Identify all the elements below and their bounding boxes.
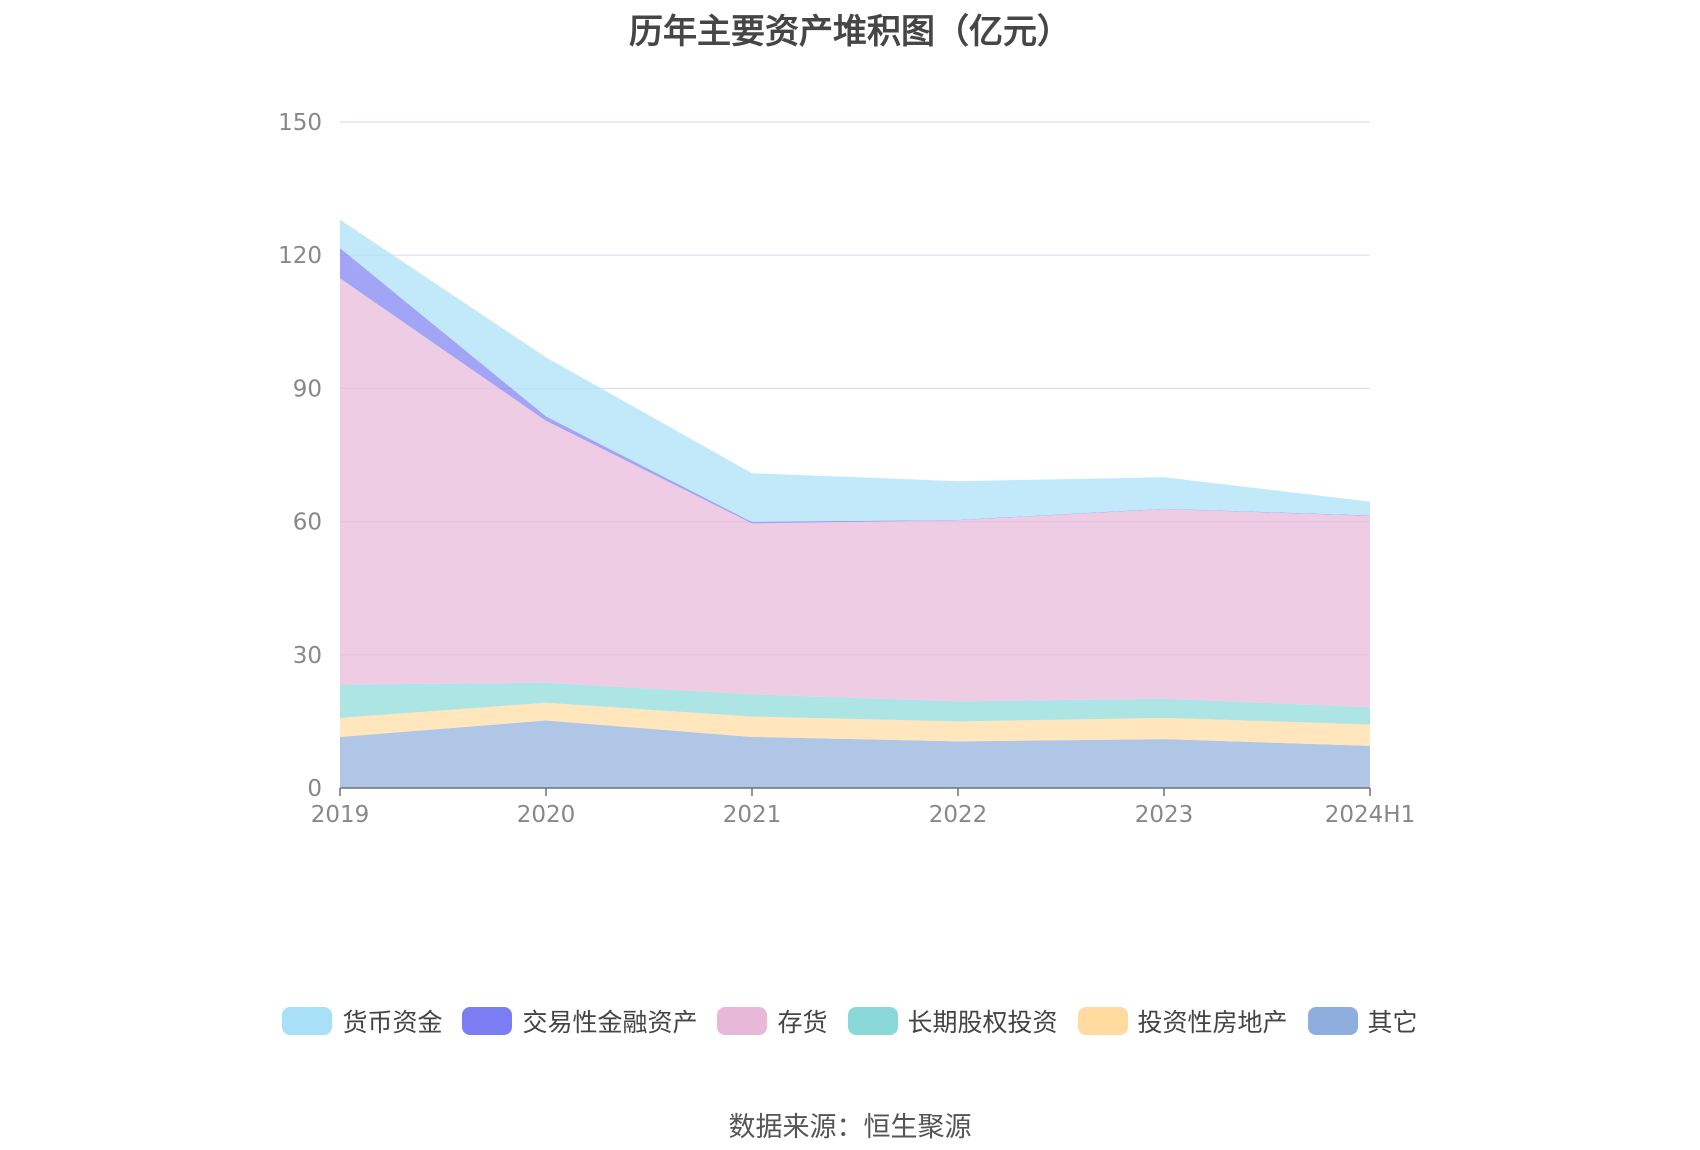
legend-label: 存货 xyxy=(777,1008,828,1037)
y-tick-label: 120 xyxy=(278,243,322,269)
x-tick-label: 2022 xyxy=(929,802,988,828)
x-tick-label: 2024H1 xyxy=(1325,802,1415,828)
y-tick-label: 0 xyxy=(307,776,322,802)
legend-swatch xyxy=(462,1007,513,1035)
legend-label: 交易性金融资产 xyxy=(522,1008,698,1037)
legend-label: 其它 xyxy=(1367,1008,1418,1037)
x-tick-label: 2021 xyxy=(723,802,782,828)
data-source: 数据来源：恒生聚源 xyxy=(728,1112,972,1143)
legend-label: 货币资金 xyxy=(342,1008,443,1037)
legend-item[interactable]: 投资性房地产 xyxy=(1077,1003,1288,1039)
y-tick-label: 90 xyxy=(293,376,322,402)
legend-label: 投资性房地产 xyxy=(1137,1008,1288,1037)
area-其它 xyxy=(340,720,1370,788)
legend-item[interactable]: 货币资金 xyxy=(282,1003,442,1039)
area-投资性房地产 xyxy=(340,702,1370,746)
y-tick-label: 30 xyxy=(293,643,322,669)
legend-swatch xyxy=(847,1007,898,1035)
chart-legend: 货币资金 交易性金融资产 存货 长期股权投资 投资性房地产 其它 xyxy=(0,1003,1700,1039)
chart-title: 历年主要资产堆积图（亿元） xyxy=(629,12,1071,52)
y-tick-label: 60 xyxy=(293,510,322,536)
y-tick-label: 150 xyxy=(278,110,322,136)
legend-label: 长期股权投资 xyxy=(907,1008,1058,1037)
x-tick-label: 2020 xyxy=(517,802,576,828)
area-存货 xyxy=(340,278,1370,708)
x-tick-label: 2019 xyxy=(311,802,370,828)
legend-item[interactable]: 长期股权投资 xyxy=(847,1003,1058,1039)
legend-swatch xyxy=(282,1007,333,1035)
x-tick-label: 2023 xyxy=(1135,802,1194,828)
legend-item[interactable]: 其它 xyxy=(1307,1003,1418,1039)
legend-item[interactable]: 存货 xyxy=(717,1003,828,1039)
legend-swatch xyxy=(717,1007,768,1035)
legend-item[interactable]: 交易性金融资产 xyxy=(462,1003,697,1039)
legend-swatch xyxy=(1307,1007,1358,1035)
area-货币资金 xyxy=(340,219,1370,523)
area-长期股权投资 xyxy=(340,682,1370,725)
legend-swatch xyxy=(1077,1007,1128,1035)
